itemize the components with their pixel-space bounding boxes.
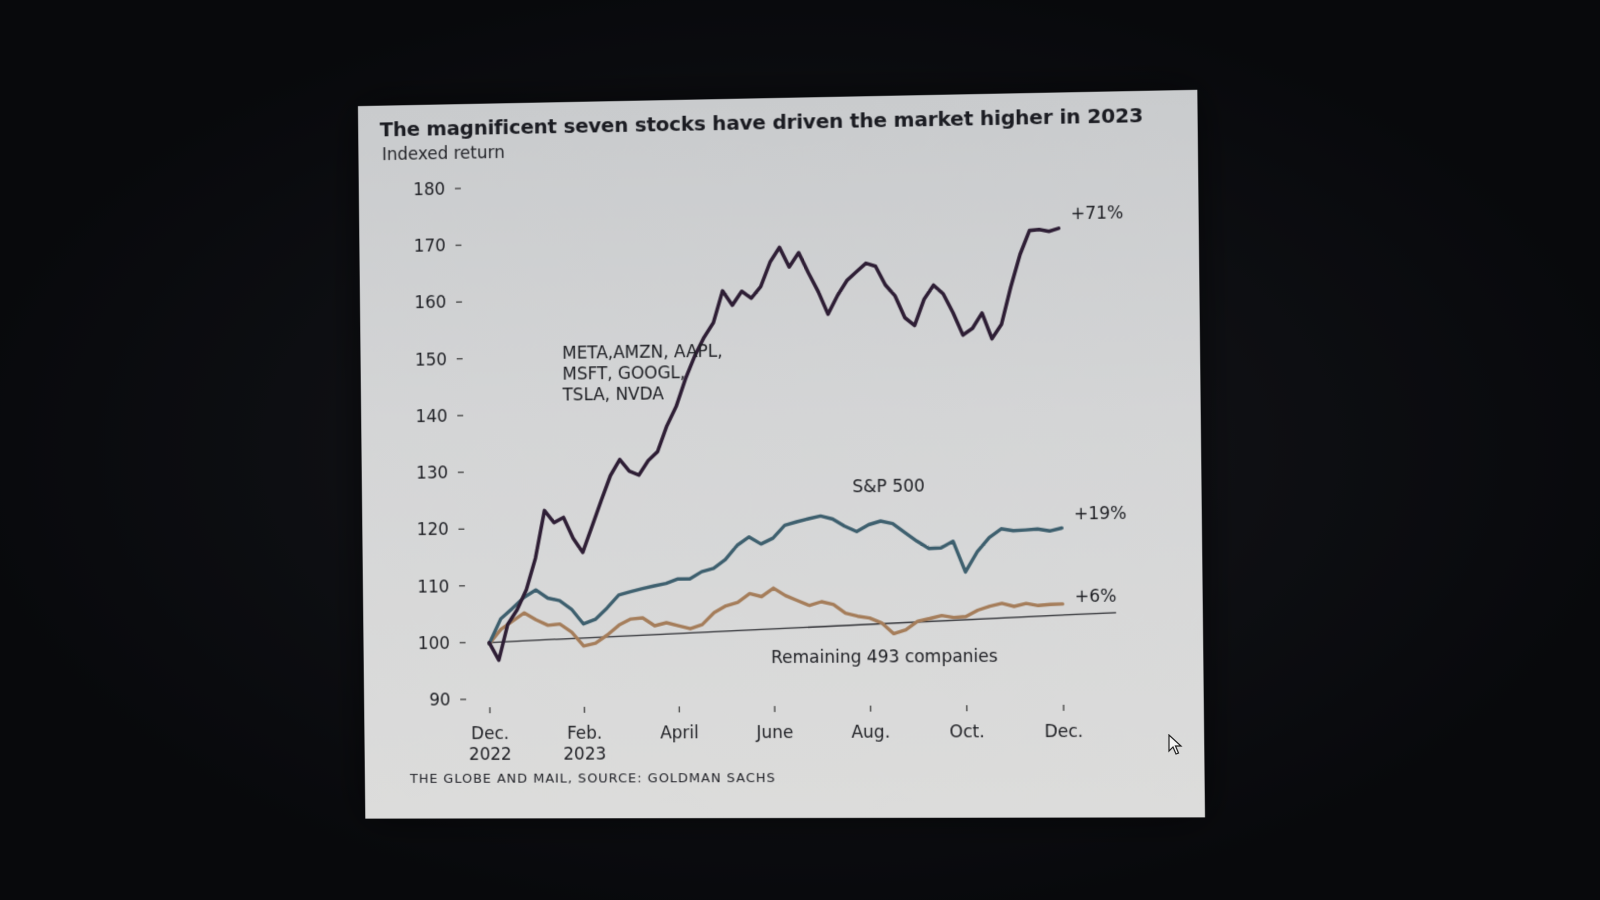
x-tick-label: June — [755, 722, 793, 742]
series-label-mag7: MSFT, GOOGL, — [562, 362, 685, 384]
y-tick-label: 110 — [417, 576, 449, 596]
y-tick-label: 90 — [429, 689, 450, 709]
y-tick-label: 120 — [417, 519, 449, 539]
line-chart: 18017016015014013012011010090Dec.2022Feb… — [358, 90, 1205, 819]
x-tick-label: April — [660, 722, 699, 742]
series-label-sp500: S&P 500 — [852, 475, 925, 496]
y-tick-label: 140 — [416, 406, 448, 426]
y-tick-label: 170 — [414, 235, 446, 255]
chart-source: THE GLOBE AND MAIL, SOURCE: GOLDMAN SACH… — [410, 771, 776, 787]
series-end-label: +6% — [1075, 586, 1117, 607]
series-line — [489, 586, 1063, 647]
x-tick-label: Dec. — [471, 723, 509, 743]
y-tick-label: 160 — [414, 292, 446, 312]
x-tick-label-year: 2023 — [563, 744, 606, 764]
series-label-remaining: Remaining 493 companies — [771, 646, 998, 667]
chart-card: The magnificent seven stocks have driven… — [358, 90, 1205, 819]
y-tick-label: 100 — [418, 633, 450, 653]
series-label-mag7: TSLA, NVDA — [562, 383, 665, 404]
x-tick-label: Oct. — [949, 721, 984, 741]
x-tick-label: Feb. — [567, 723, 602, 743]
series-end-label: +71% — [1070, 203, 1123, 224]
series-line — [488, 514, 1063, 644]
baseline-100 — [489, 613, 1116, 643]
x-tick-label-year: 2022 — [469, 744, 512, 764]
y-tick-label: 180 — [413, 179, 445, 199]
series-end-label: +19% — [1074, 503, 1127, 524]
x-tick-label: Dec. — [1044, 721, 1083, 741]
y-tick-label: 150 — [415, 349, 447, 369]
y-tick-label: 130 — [416, 462, 448, 482]
x-tick-label: Aug. — [851, 721, 890, 741]
series-label-mag7: META,AMZN, AAPL, — [562, 341, 723, 363]
mouse-cursor-icon — [1168, 734, 1184, 756]
series-line — [485, 228, 1063, 660]
